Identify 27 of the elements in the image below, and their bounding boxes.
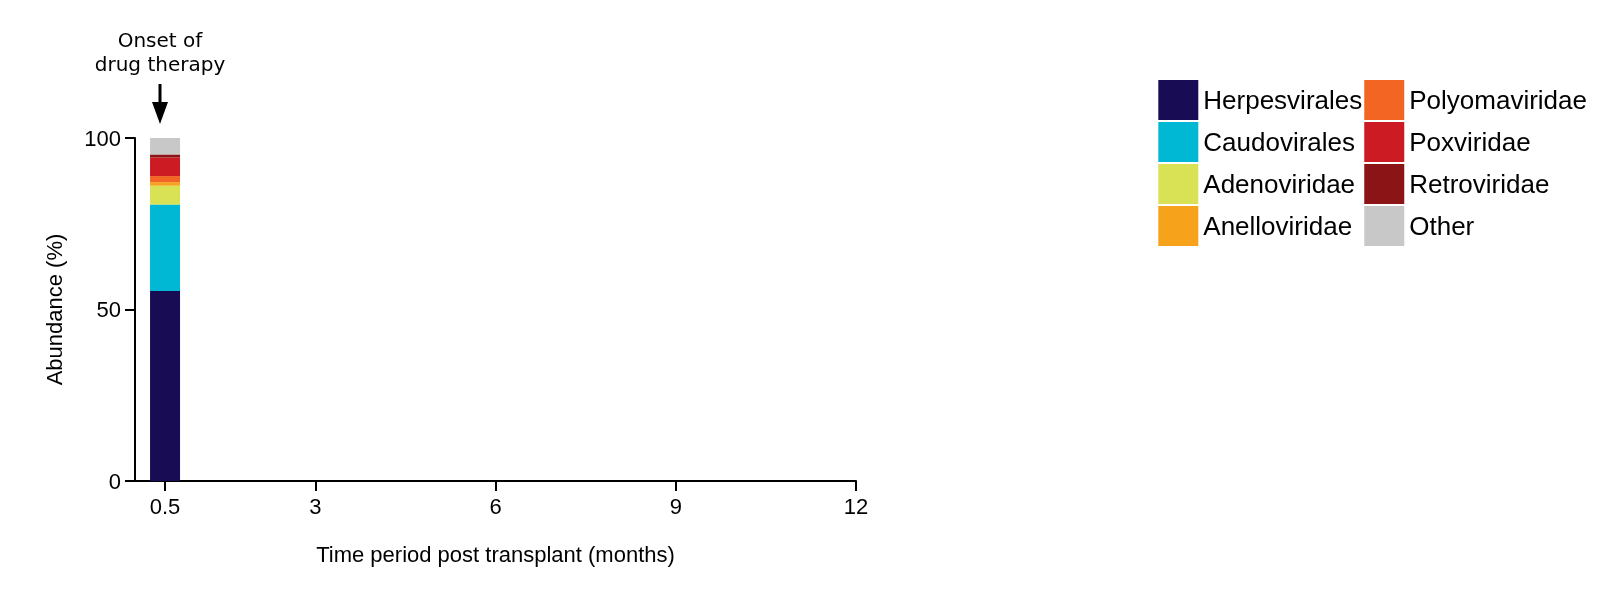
y-tick-label: 0: [108, 468, 121, 494]
bar: [150, 204, 181, 291]
legend-label: Herpesvirales: [1203, 85, 1363, 115]
bar: [150, 176, 181, 183]
bar: [150, 185, 181, 205]
bar: [150, 182, 181, 186]
legend-label: Anelloviridae: [1203, 211, 1353, 241]
legend-label: Other: [1409, 211, 1475, 241]
x-tick-label: 6: [489, 493, 502, 519]
text: Onset of drug therapy: [94, 28, 226, 76]
x-tick-label: 3: [309, 493, 322, 519]
bar: [150, 290, 181, 481]
legend-label: Retroviridae: [1409, 169, 1550, 199]
y-tick-label: 100: [84, 125, 121, 151]
legend-label: Caudovirales: [1203, 127, 1356, 157]
bar: [150, 157, 181, 177]
bar: [150, 154, 181, 158]
x-tick-label: 0.5: [149, 493, 181, 519]
legend-label: Polyomaviridae: [1409, 85, 1587, 115]
x-tick-label: 12: [843, 493, 869, 519]
y-axis-title: Abundance (%): [41, 233, 67, 386]
bar: [150, 138, 181, 155]
x-tick-label: 9: [669, 493, 682, 519]
legend-label: Adenoviridae: [1203, 169, 1356, 199]
x-axis-title: Time period post transplant (months): [316, 541, 675, 567]
legend-label: Poxviridae: [1409, 127, 1531, 157]
y-tick-label: 50: [96, 297, 121, 322]
